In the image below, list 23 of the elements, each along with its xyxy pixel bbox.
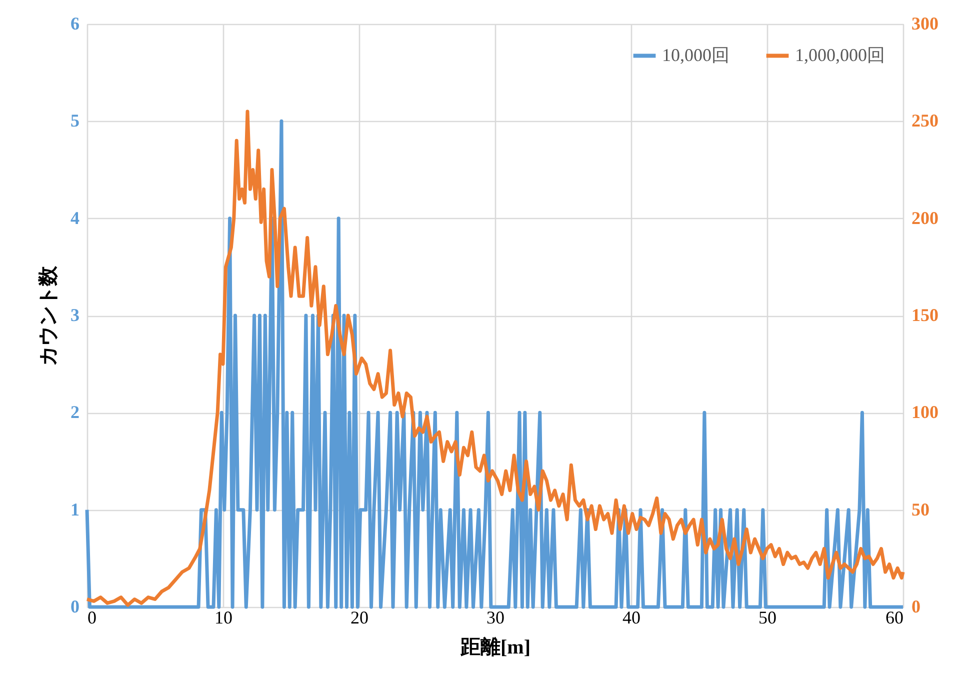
legend-label: 1,000,000回 xyxy=(795,44,885,65)
y2-tick-label: 50 xyxy=(912,499,930,520)
legend-label: 10,000回 xyxy=(662,44,730,65)
x-tick-label: 40 xyxy=(622,608,640,628)
x-tick-label: 20 xyxy=(350,608,368,628)
y-tick-label: 5 xyxy=(70,110,80,131)
y-tick-label: 3 xyxy=(70,305,80,325)
y-tick-label: 6 xyxy=(70,14,80,34)
y-tick-label: 1 xyxy=(70,499,80,520)
y-tick-label: 2 xyxy=(70,402,80,422)
x-tick-label: 30 xyxy=(486,608,504,628)
y-tick-label: 4 xyxy=(70,208,80,228)
y2-tick-label: 300 xyxy=(912,14,938,34)
y2-tick-label: 150 xyxy=(912,305,938,325)
y2-tick-label: 200 xyxy=(912,208,938,228)
x-axis-title: 距離[m] xyxy=(460,636,530,658)
y-axis-title: カウント数 xyxy=(38,265,60,366)
y2-tick-label: 250 xyxy=(912,110,938,131)
y2-tick-label: 100 xyxy=(912,402,938,422)
x-tick-label: 50 xyxy=(758,608,776,628)
x-tick-label: 10 xyxy=(214,608,232,628)
x-tick-label: 0 xyxy=(88,608,96,628)
x-tick-label: 60 xyxy=(886,608,904,628)
